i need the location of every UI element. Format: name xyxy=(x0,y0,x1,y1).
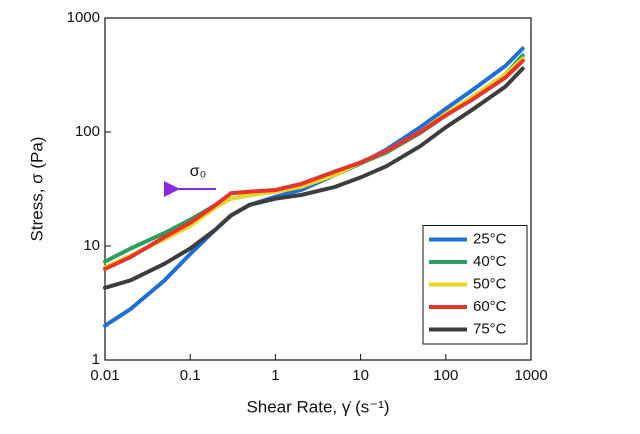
series-line xyxy=(103,46,525,328)
y-tick-label: 100 xyxy=(75,123,100,140)
series-line xyxy=(103,58,525,271)
x-tick-label: 1000 xyxy=(514,367,547,384)
y-tick-label: 1000 xyxy=(67,9,100,26)
y-axis-label: Stress, σ (Pa) xyxy=(27,137,46,242)
plot-frame xyxy=(104,17,532,361)
y-tick-label: 10 xyxy=(83,237,100,254)
x-axis-label: Shear Rate, γ̇ (s⁻¹) xyxy=(246,397,389,416)
series-line xyxy=(103,66,525,290)
x-tick-label: 1 xyxy=(271,367,279,384)
legend-label: 25°C xyxy=(473,230,507,247)
legend-label: 40°C xyxy=(473,253,507,270)
legend-label: 75°C xyxy=(473,320,507,337)
x-tick-label: 0.1 xyxy=(180,367,201,384)
x-tick-label: 0.01 xyxy=(90,367,119,384)
legend-label: 60°C xyxy=(473,298,507,315)
x-tick-label: 10 xyxy=(352,367,369,384)
annotation: σ₀ xyxy=(190,163,207,180)
y-tick-label: 1 xyxy=(92,351,100,368)
legend-label: 50°C xyxy=(473,275,507,292)
x-tick-label: 100 xyxy=(433,367,458,384)
